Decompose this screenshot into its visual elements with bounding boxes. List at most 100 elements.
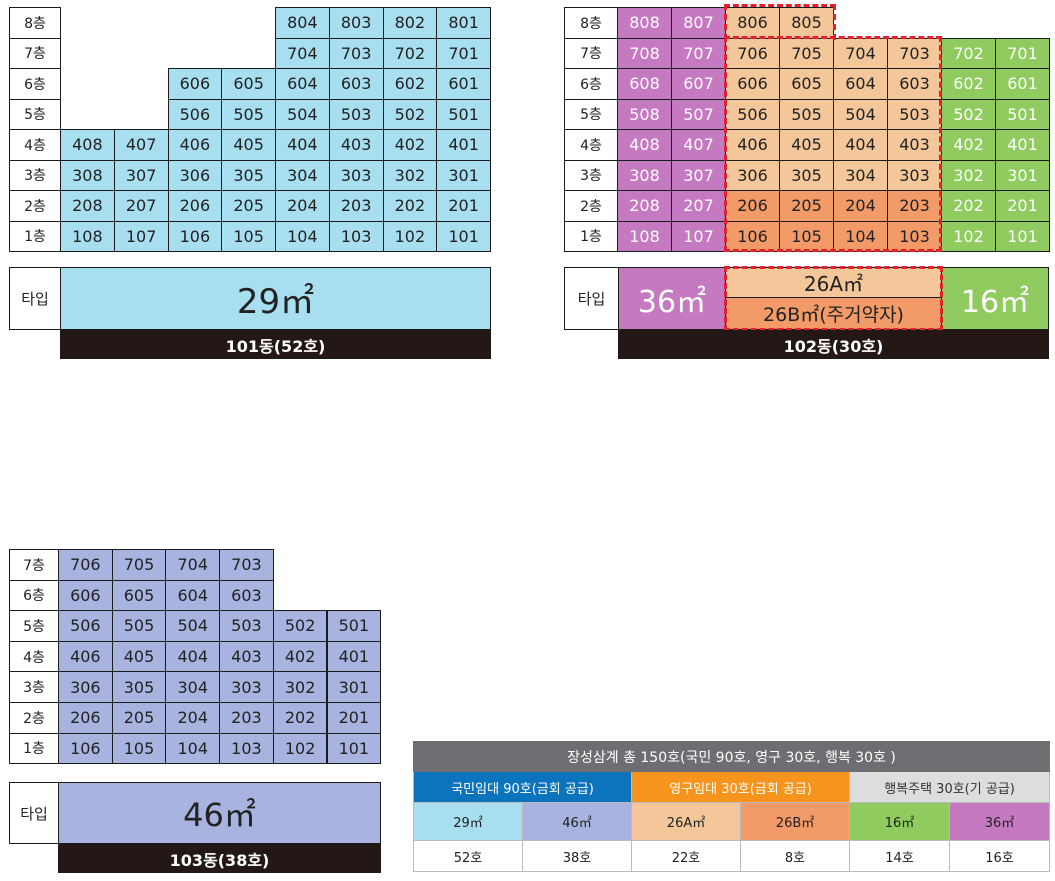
floor-label: 7층 <box>564 38 618 70</box>
unit-cell: 201 <box>436 190 491 222</box>
unit-cell: 704 <box>165 549 220 581</box>
unit-cell: 501 <box>436 99 491 131</box>
unit-cell: 306 <box>168 160 223 192</box>
building-102-area-36: 36㎡ <box>618 267 726 330</box>
building-102-area-26a: 26A㎡ <box>725 267 942 298</box>
building-101-grid: 8층 804 803 802 801 7층 704 703 702 701 6층 606 605 604 6… <box>9 7 491 251</box>
unit-cell: 608 <box>617 68 672 100</box>
count-16: 14호 <box>850 841 950 872</box>
unit-cell: 405 <box>221 129 276 161</box>
floor-label: 2층 <box>564 190 618 222</box>
unit-cell: 802 <box>383 7 438 39</box>
unit-cell: 603 <box>329 68 384 100</box>
unit-cell: 308 <box>60 160 115 192</box>
unit-cell: 502 <box>273 610 328 642</box>
unit-cell: 105 <box>221 221 276 253</box>
unit-cell: 503 <box>887 99 942 131</box>
unit-cell: 605 <box>112 580 167 612</box>
unit-cell: 302 <box>941 160 996 192</box>
floor-label: 6층 <box>564 68 618 100</box>
unit-cell: 303 <box>887 160 942 192</box>
unit-cell: 506 <box>168 99 223 131</box>
unit-cell: 505 <box>112 610 167 642</box>
unit-cell: 303 <box>219 671 274 703</box>
unit-cell: 503 <box>329 99 384 131</box>
unit-cell: 501 <box>327 610 382 642</box>
unit-cell: 408 <box>60 129 115 161</box>
count-26a: 22호 <box>632 841 741 872</box>
unit-cell: 606 <box>58 580 113 612</box>
unit-cell: 405 <box>779 129 834 161</box>
unit-cell: 306 <box>58 671 113 703</box>
floor-label: 7층 <box>9 549 59 581</box>
count-26b: 8호 <box>741 841 850 872</box>
count-36: 16호 <box>950 841 1050 872</box>
unit-cell: 606 <box>725 68 780 100</box>
floor-label: 2층 <box>9 702 59 734</box>
floor-label: 1층 <box>564 221 618 253</box>
unit-cell: 702 <box>383 38 438 70</box>
unit-cell: 303 <box>329 160 384 192</box>
unit-cell: 203 <box>887 190 942 222</box>
unit-cell: 804 <box>275 7 330 39</box>
floor-label: 2층 <box>9 190 61 222</box>
floor-label: 5층 <box>9 610 59 642</box>
unit-cell: 107 <box>114 221 169 253</box>
unit-cell: 402 <box>383 129 438 161</box>
unit-cell: 301 <box>327 671 382 703</box>
unit-cell: 706 <box>58 549 113 581</box>
floor-label: 3층 <box>9 160 61 192</box>
unit-cell: 102 <box>273 733 328 765</box>
unit-cell: 307 <box>671 160 726 192</box>
unit-cell: 403 <box>219 641 274 673</box>
unit-cell: 308 <box>617 160 672 192</box>
count-29: 52호 <box>414 841 523 872</box>
unit-cell: 506 <box>725 99 780 131</box>
unit-cell: 304 <box>165 671 220 703</box>
unit-cell: 103 <box>887 221 942 253</box>
unit-cell: 107 <box>671 221 726 253</box>
unit-cell: 202 <box>383 190 438 222</box>
floor-label: 6층 <box>9 580 59 612</box>
unit-cell: 101 <box>327 733 382 765</box>
unit-cell: 805 <box>779 7 834 39</box>
floor-label: 4층 <box>9 129 61 161</box>
floor-label: 7층 <box>9 38 61 70</box>
unit-cell: 205 <box>779 190 834 222</box>
unit-cell: 505 <box>779 99 834 131</box>
building-102-grid: 8층 808 807 806 805 7층 708 707 706 705 704 703 702 701… <box>564 7 1049 251</box>
unit-cell: 302 <box>273 671 328 703</box>
floor-label: 4층 <box>564 129 618 161</box>
unit-cell: 504 <box>275 99 330 131</box>
building-103-grid: 7층 706 705 704 703 6층 606 605 604 603 5층 506 505 504 5… <box>9 549 381 764</box>
unit-cell: 801 <box>436 7 491 39</box>
unit-cell: 602 <box>383 68 438 100</box>
floor-label: 8층 <box>564 7 618 39</box>
unit-cell: 203 <box>219 702 274 734</box>
unit-cell: 108 <box>617 221 672 253</box>
unit-cell: 603 <box>219 580 274 612</box>
building-101-footer: 101동(52호) <box>60 330 491 359</box>
unit-cell: 705 <box>779 38 834 70</box>
building-102-footer: 102동(30호) <box>618 330 1049 359</box>
unit-cell: 104 <box>833 221 888 253</box>
group-happy-housing: 행복주택 30호(기 공급) <box>850 772 1050 803</box>
type-46: 46㎡ <box>523 803 632 841</box>
unit-cell: 201 <box>995 190 1050 222</box>
unit-cell: 705 <box>112 549 167 581</box>
floor-label: 1층 <box>9 733 59 765</box>
unit-cell: 206 <box>725 190 780 222</box>
unit-cell: 704 <box>275 38 330 70</box>
unit-cell: 306 <box>725 160 780 192</box>
unit-cell: 601 <box>995 68 1050 100</box>
unit-cell: 202 <box>941 190 996 222</box>
unit-cell: 205 <box>221 190 276 222</box>
unit-cell: 502 <box>941 99 996 131</box>
unit-cell: 102 <box>941 221 996 253</box>
unit-cell: 304 <box>833 160 888 192</box>
unit-cell: 106 <box>725 221 780 253</box>
unit-cell: 606 <box>168 68 223 100</box>
unit-cell: 508 <box>617 99 672 131</box>
unit-cell: 701 <box>436 38 491 70</box>
floor-label: 1층 <box>9 221 61 253</box>
